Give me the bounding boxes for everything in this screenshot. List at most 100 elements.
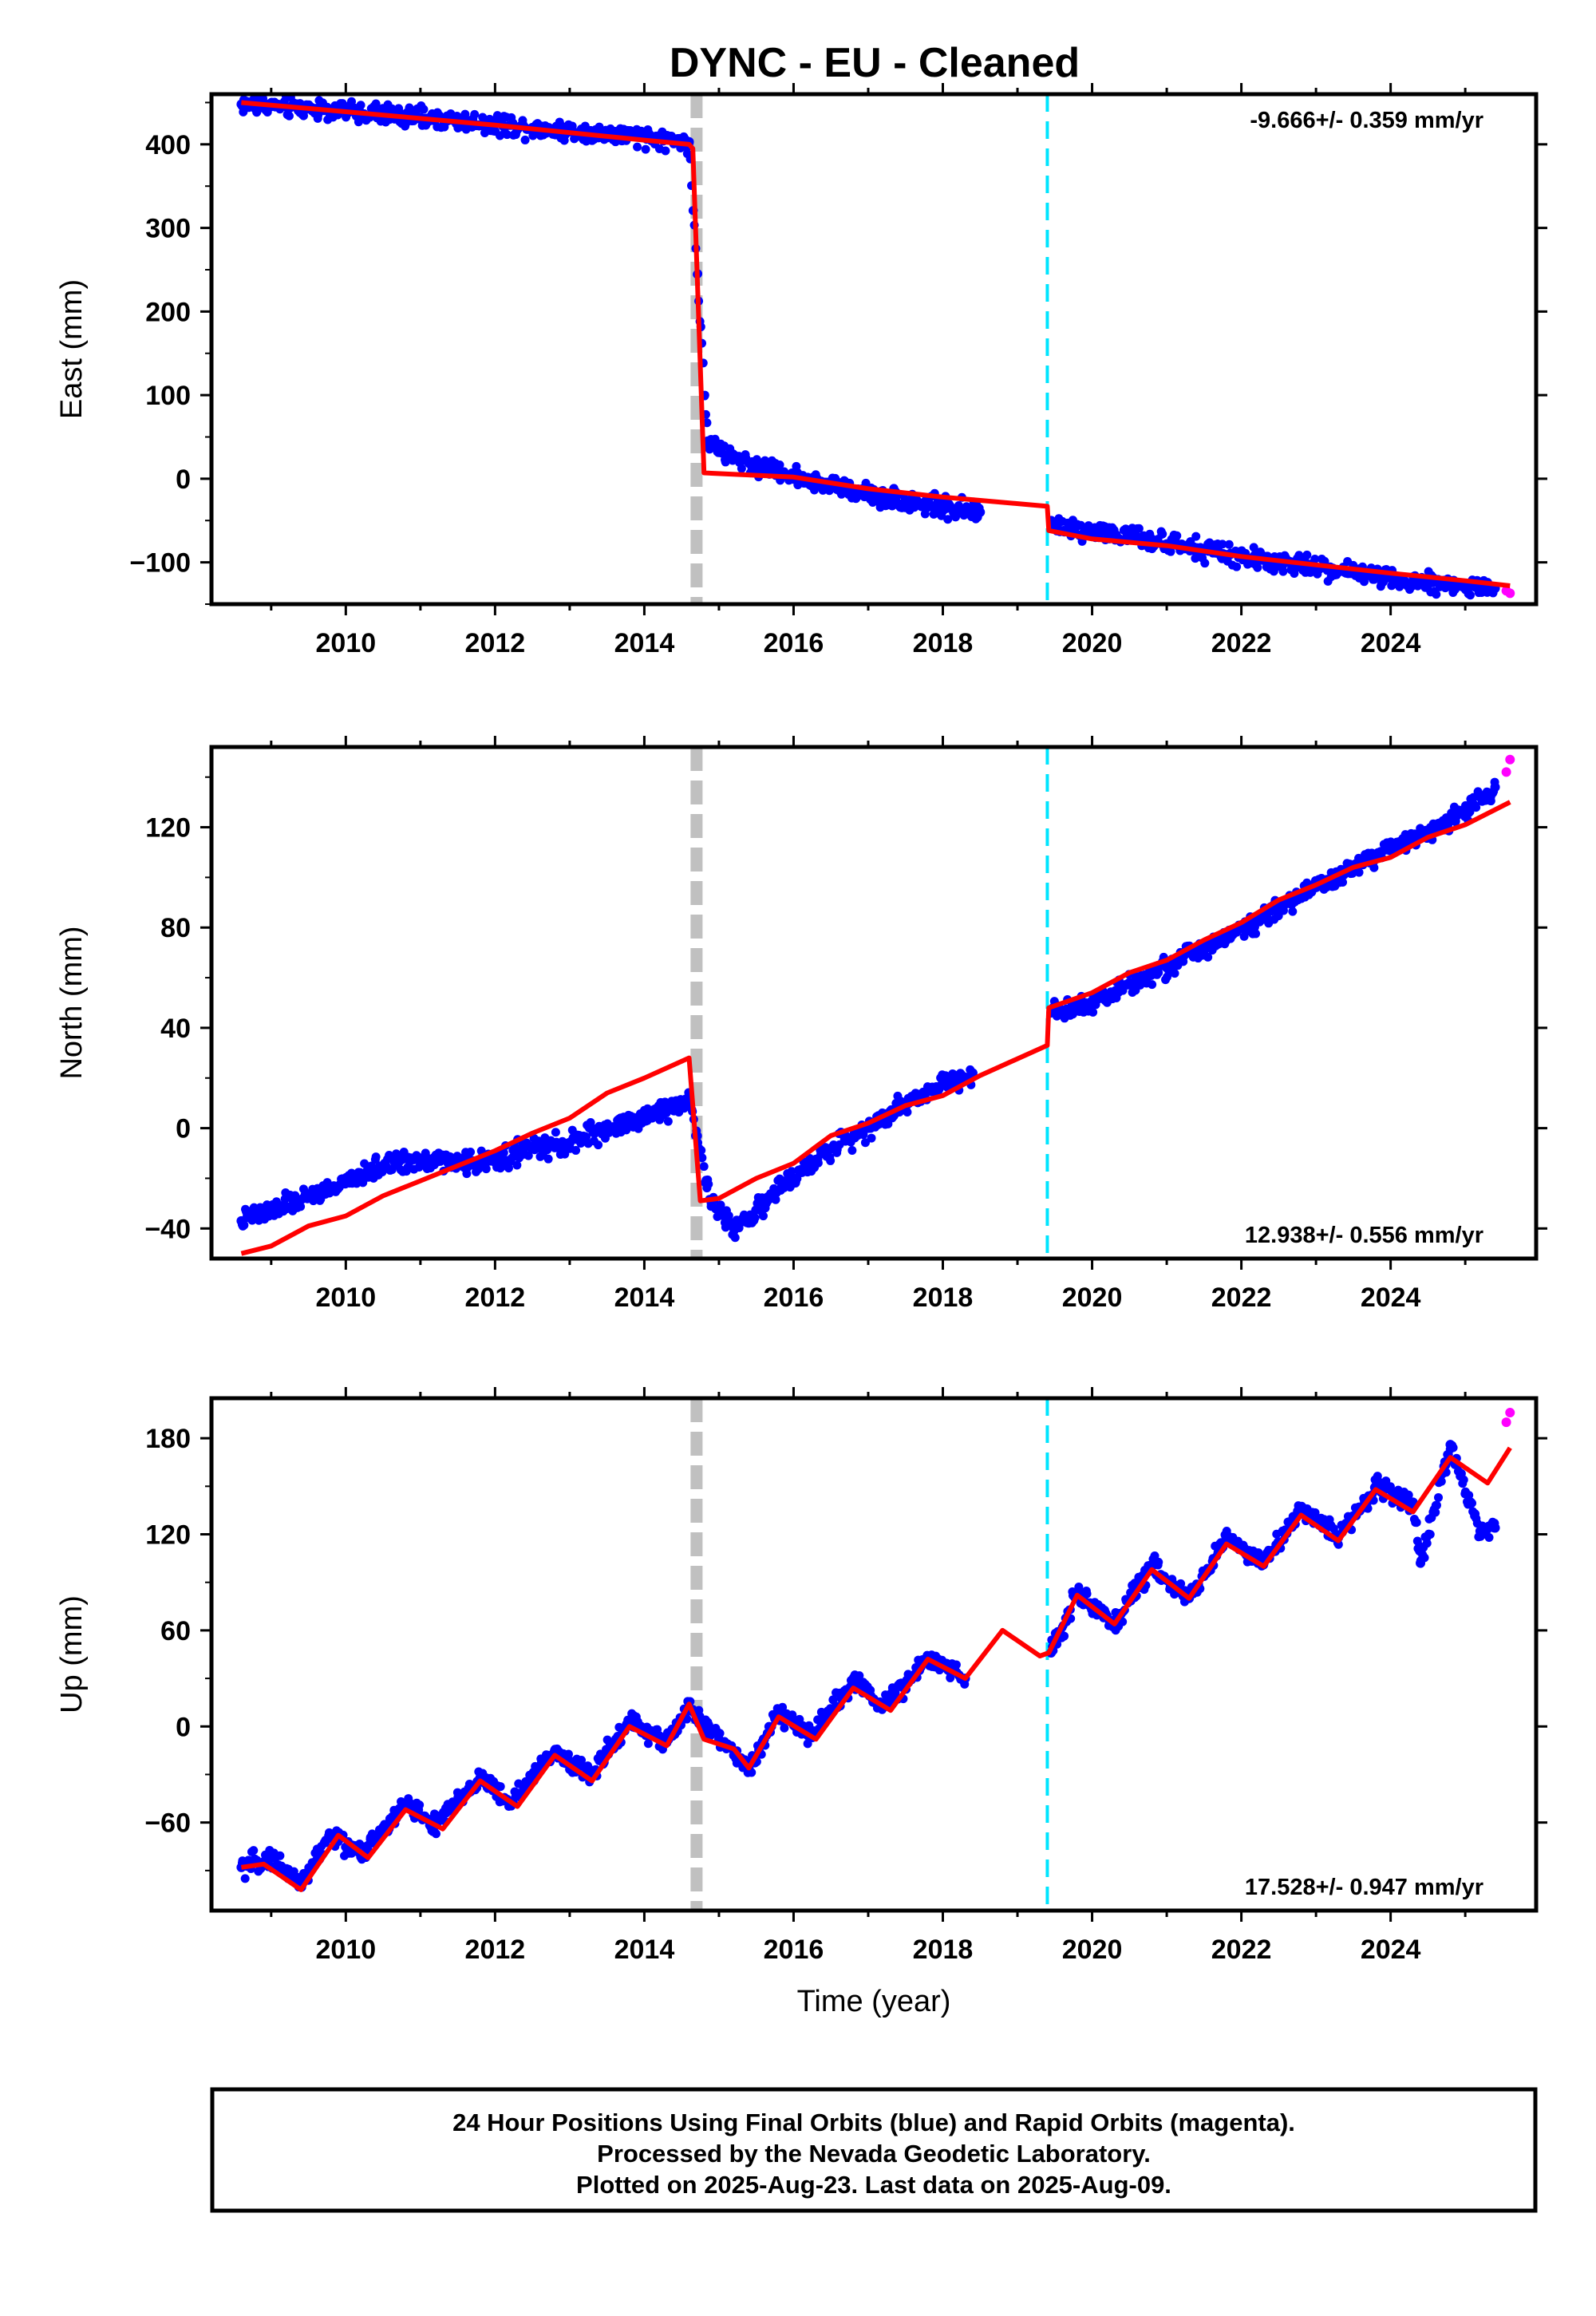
east-observation-point	[1310, 555, 1320, 564]
east-observation-point	[1166, 547, 1175, 556]
north-observation-point	[704, 1180, 713, 1189]
north-observation-point	[466, 1147, 476, 1156]
east-observation-point	[502, 130, 512, 140]
north-observation-point	[860, 1138, 870, 1148]
up-ytick-label: −60	[144, 1808, 191, 1839]
up-observation-point	[715, 1729, 725, 1738]
north-xtick-label: 2020	[1062, 1282, 1123, 1313]
up-observation-point	[1074, 1583, 1084, 1592]
north-observation-point	[1170, 969, 1179, 978]
north-observation-point	[847, 1146, 857, 1156]
north-xtick-label: 2010	[316, 1282, 377, 1313]
up-observation-point	[1468, 1498, 1477, 1508]
up-observation-point	[1060, 1631, 1069, 1641]
up-observation-point	[249, 1846, 259, 1856]
north-observation-point	[697, 1153, 707, 1163]
north-ytick-label: 120	[145, 813, 191, 844]
east-observation-point	[1249, 543, 1258, 552]
north-xtick-label: 2022	[1211, 1282, 1272, 1313]
up-observation-point	[1434, 1492, 1444, 1502]
east-xtick-label: 2022	[1211, 628, 1272, 658]
north-xtick-label: 2024	[1361, 1282, 1421, 1313]
up-xtick-label: 2016	[764, 1935, 824, 1965]
east-observation-point	[1466, 591, 1476, 600]
up-observation-point	[275, 1851, 285, 1860]
north-rate-label: 12.938+/- 0.556 mm/yr	[1245, 1223, 1483, 1248]
east-observation-point	[1232, 562, 1242, 571]
east-observation-point	[1158, 529, 1167, 539]
north-observation-point	[512, 1160, 522, 1170]
north-observation-point	[523, 1151, 533, 1160]
east-observation-point	[974, 504, 984, 513]
north-rapid-point	[1501, 767, 1511, 777]
north-observation-point	[716, 1200, 725, 1210]
north-ytick-label: 0	[176, 1114, 191, 1144]
east-observation-point	[1134, 524, 1144, 533]
north-observation-point	[867, 1133, 876, 1143]
up-observation-point	[1448, 1443, 1458, 1452]
north-ytick-label: 40	[160, 1014, 191, 1044]
footer-border	[210, 2087, 1538, 2213]
north-rapid-point	[1505, 754, 1515, 765]
up-observation-point	[431, 1829, 440, 1839]
east-xtick-label: 2020	[1062, 628, 1123, 658]
north-observation-point	[771, 1195, 780, 1204]
north-observation-point	[481, 1164, 491, 1174]
north-observation-point	[730, 1233, 740, 1243]
north-observation-point	[724, 1211, 733, 1220]
north-observation-point	[1088, 1007, 1098, 1017]
east-observation-point	[371, 99, 381, 109]
east-observation-point	[1218, 539, 1227, 549]
up-xtick-label: 2012	[465, 1935, 526, 1965]
up-plot-area	[236, 1398, 1515, 1911]
up-observation-point	[496, 1782, 505, 1792]
up-observation-point	[778, 1702, 788, 1712]
up-observation-point	[563, 1749, 573, 1759]
north-observation-point	[499, 1148, 508, 1157]
north-observation-point	[594, 1140, 603, 1150]
east-ytick-label: −100	[129, 548, 191, 579]
up-xtick-label: 2024	[1361, 1935, 1421, 1965]
up-observation-point	[415, 1800, 425, 1810]
east-panel: 2010 2012 2014 2016 2018 2020 2022 2024 −100 0 100…	[55, 83, 1547, 658]
east-ytick-label: 200	[145, 297, 191, 327]
up-frame	[209, 1396, 1539, 1913]
up-observation-point	[1464, 1491, 1474, 1500]
east-observation-point	[354, 117, 363, 127]
east-observation-point	[943, 515, 953, 524]
north-observation-point	[366, 1161, 376, 1171]
east-observation-point	[1224, 539, 1234, 549]
north-observation-point	[1203, 952, 1213, 962]
north-observation-point	[1338, 877, 1348, 887]
up-xtick-label: 2018	[913, 1935, 974, 1965]
east-observation-point	[1200, 559, 1210, 568]
up-observation-point	[1333, 1539, 1343, 1549]
east-observation-point	[419, 105, 429, 114]
east-observation-point	[356, 101, 365, 110]
east-rate-label: -9.666+/- 0.359 mm/yr	[1250, 108, 1483, 133]
east-ylabel: East (mm)	[55, 279, 89, 419]
chart-title: DYNC - EU - Cleaned	[670, 40, 1080, 86]
east-xtick-label: 2016	[764, 628, 824, 658]
north-observation-point	[1369, 863, 1379, 872]
east-observation-point	[470, 109, 480, 119]
east-xtick-label: 2014	[614, 628, 675, 658]
east-observation-point	[702, 418, 712, 428]
east-observation-point	[1432, 590, 1441, 599]
up-ylabel: Up (mm)	[55, 1595, 89, 1713]
north-observation-point	[903, 1108, 912, 1117]
north-observation-point	[967, 1069, 977, 1078]
north-observation-point	[679, 1104, 689, 1113]
north-panel: 2010 2012 2014 2016 2018 2020 2022 2024 −40 0 40 80…	[55, 736, 1547, 1313]
north-observation-point	[371, 1152, 381, 1162]
up-rapid-point	[1505, 1408, 1515, 1418]
north-observation-point	[1354, 868, 1364, 877]
up-rapid-point	[1501, 1417, 1511, 1428]
up-xtick-label: 2022	[1211, 1935, 1272, 1965]
north-observation-point	[826, 1156, 836, 1165]
north-xtick-label: 2014	[614, 1282, 675, 1313]
north-observation-point	[1154, 968, 1163, 978]
north-observation-point	[699, 1162, 709, 1172]
up-observation-point	[704, 1720, 713, 1729]
